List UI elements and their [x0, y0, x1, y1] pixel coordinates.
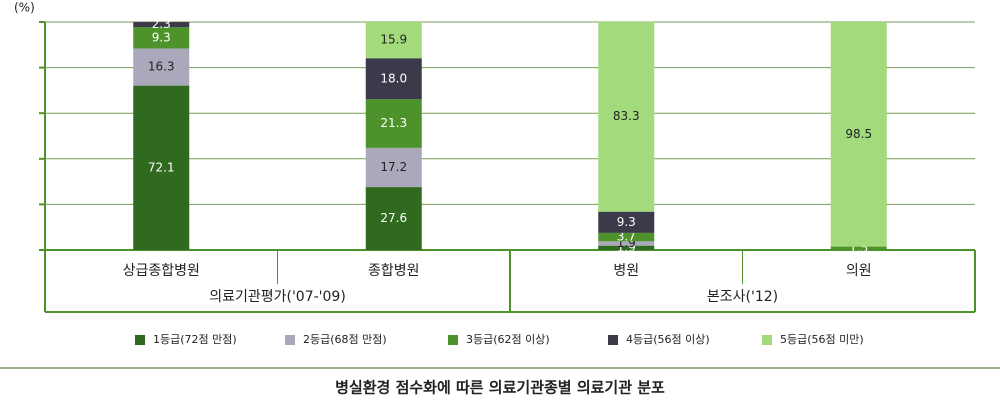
bar-segment [830, 22, 887, 247]
data-label: 2.3 [152, 17, 171, 31]
data-label: 27.6 [380, 211, 407, 225]
bar-segment [133, 22, 190, 28]
data-label: 3.7 [617, 230, 636, 244]
data-label: 72.1 [148, 160, 175, 174]
bar-segment [830, 246, 887, 250]
data-label: 21.3 [380, 116, 407, 130]
x-tick-label: 상급종합병원 [123, 263, 200, 279]
bar-segment [365, 187, 422, 250]
bar-segment [598, 241, 655, 246]
legend-label: 3등급(62점 이상) [466, 333, 550, 346]
data-label: 18.0 [380, 71, 407, 85]
legend-swatch [608, 335, 618, 345]
caption: 병실환경 점수화에 따른 의료기관종별 의료기관 분포 [335, 379, 665, 397]
group-label: 본조사('12) [707, 289, 778, 305]
bar-segment [598, 232, 655, 242]
x-tick-label: 의원 [846, 263, 872, 279]
data-label: 15.9 [380, 33, 407, 47]
data-label: 83.3 [613, 109, 640, 123]
bar-segment [133, 48, 190, 86]
legend-label: 1등급(72점 만점) [153, 333, 237, 346]
data-label: 98.5 [845, 127, 872, 141]
bar-segment [365, 147, 422, 188]
bar-segment [598, 21, 655, 212]
group-label: 의료기관평가('07-'09) [209, 289, 346, 305]
data-label: 17.2 [380, 160, 407, 174]
bar-segment [365, 99, 422, 148]
y-unit: (%) [14, 1, 35, 15]
bar-segment [133, 85, 190, 250]
legend-label: 2등급(68점 만점) [303, 333, 387, 346]
bar-segment [365, 22, 422, 59]
legend-swatch [448, 335, 458, 345]
legend-label: 4등급(56점 이상) [626, 333, 710, 346]
legend-swatch [285, 335, 295, 345]
bar-segment [365, 58, 422, 100]
x-tick-label: 종합병원 [368, 263, 420, 279]
bar-segment [598, 211, 655, 233]
bar-segment [133, 27, 190, 49]
bar-segment [598, 245, 655, 250]
legend-swatch [135, 335, 145, 345]
legend-swatch [762, 335, 772, 345]
data-label: 16.3 [148, 60, 175, 74]
legend-label: 5등급(56점 미만) [780, 333, 864, 346]
data-label: 9.3 [152, 30, 171, 44]
x-tick-label: 병원 [613, 263, 639, 279]
data-label: 9.3 [617, 215, 636, 229]
